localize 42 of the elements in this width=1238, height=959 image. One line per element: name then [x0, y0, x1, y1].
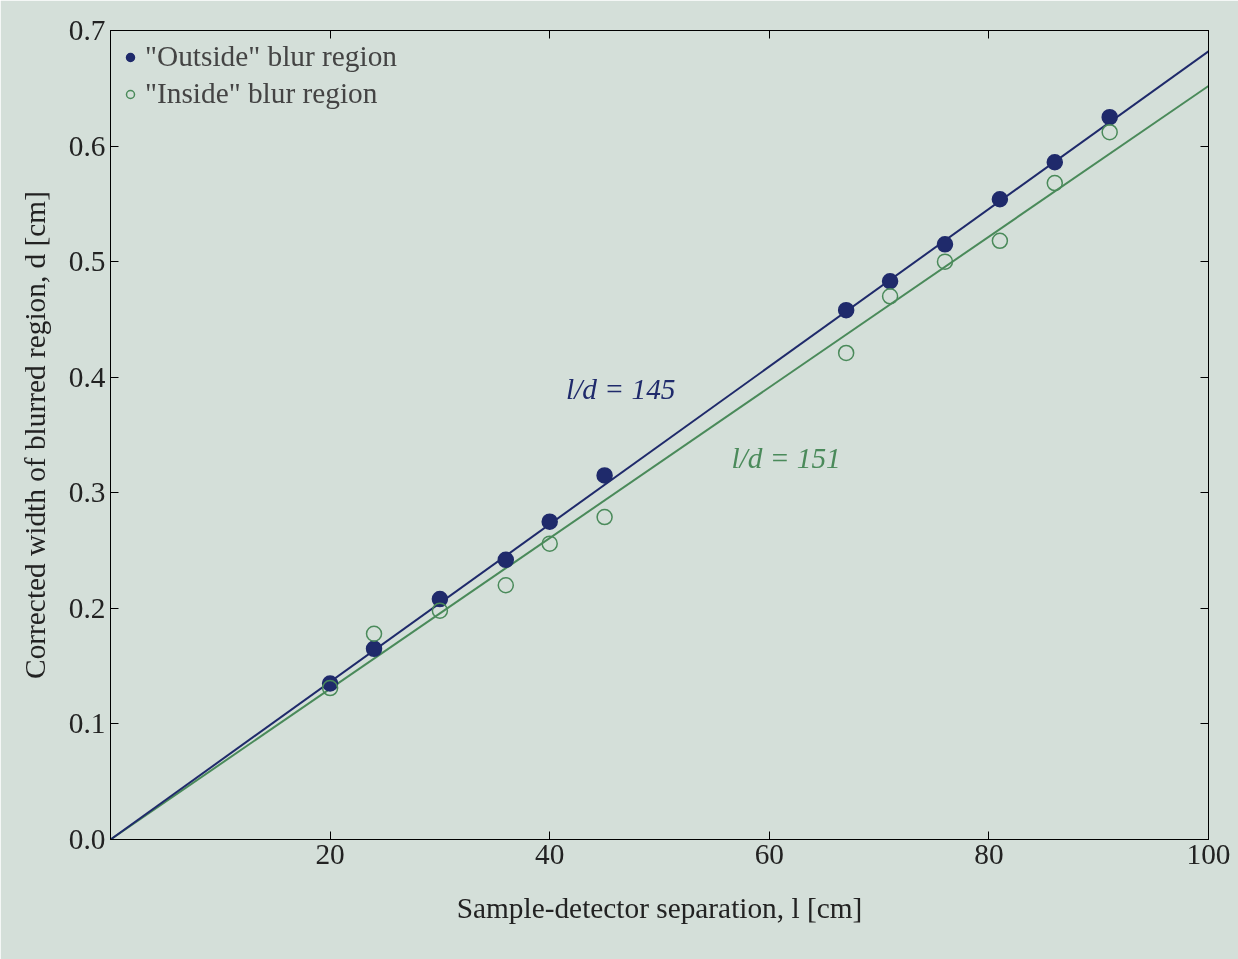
y-tick-label: 0.7 — [68, 14, 106, 46]
legend-label: "Inside" blur region — [145, 77, 378, 110]
legend-label: "Outside" blur region — [145, 40, 398, 73]
y-tick-label: 0.4 — [68, 360, 106, 393]
x-tick-label: 100 — [1186, 837, 1231, 870]
point — [1101, 108, 1118, 126]
x-tick-label: 60 — [754, 837, 784, 870]
point — [497, 577, 515, 594]
point — [837, 344, 855, 362]
point — [991, 232, 1009, 250]
point — [881, 273, 899, 290]
point — [321, 679, 339, 697]
point — [1046, 154, 1064, 171]
point — [936, 253, 954, 270]
y-tick-label: 0.5 — [68, 245, 106, 278]
point — [541, 513, 558, 530]
x-tick-label: 40 — [535, 837, 565, 870]
x-axis-title: Sample-detector separation, l [cm] — [456, 891, 863, 924]
point — [936, 236, 954, 253]
y-tick-label: 0.6 — [68, 129, 106, 162]
point — [541, 535, 558, 552]
y-tick-label: 0.1 — [68, 707, 106, 740]
x-tick-label: 80 — [974, 837, 1004, 870]
point — [1046, 174, 1064, 192]
point — [596, 467, 613, 484]
y-tick-label: 0.2 — [68, 591, 106, 624]
series-label: l/d = 151 — [731, 441, 841, 474]
y-axis-title: Corrected width of blurred region, d [cm] — [18, 191, 51, 679]
point — [1101, 123, 1118, 141]
point — [431, 602, 449, 619]
point — [837, 301, 855, 319]
point — [365, 625, 383, 643]
y-tick-label: 0.3 — [68, 476, 106, 509]
point — [881, 288, 899, 305]
y-tick-label: 0.0 — [68, 823, 106, 855]
point — [365, 640, 383, 658]
point — [596, 508, 613, 526]
point — [991, 191, 1009, 208]
series-label: l/d = 145 — [566, 373, 676, 406]
point — [497, 551, 515, 569]
x-tick-label: 20 — [315, 837, 345, 870]
point — [431, 590, 449, 608]
